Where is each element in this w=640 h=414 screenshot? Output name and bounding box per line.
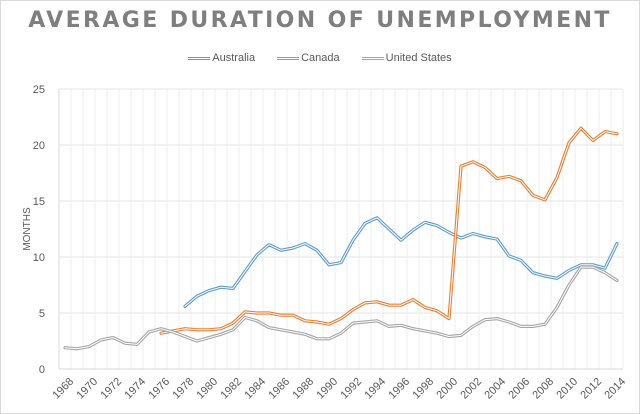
x-tick-label: 2012 [578, 376, 604, 402]
x-tick-label: 1968 [50, 376, 76, 402]
y-tick-label: 5 [39, 308, 45, 320]
x-tick-label: 1986 [266, 376, 292, 402]
series-australia [183, 216, 619, 308]
x-tick-label: 1980 [194, 376, 220, 402]
x-tick-label: 1976 [146, 376, 172, 402]
y-tick-label: 15 [33, 196, 45, 208]
series-line-inner-australia [184, 217, 618, 307]
x-tick-label: 1972 [98, 376, 124, 402]
x-tick-label: 2000 [434, 376, 460, 402]
legend-item-canada[interactable]: Canada [277, 52, 340, 64]
legend-label-australia: Australia [212, 52, 256, 64]
x-tick-label: 1996 [386, 376, 412, 402]
x-tick-label: 1998 [410, 376, 436, 402]
series-lines [63, 126, 619, 351]
x-tick-label: 1974 [122, 376, 148, 402]
x-tick-label: 1990 [314, 376, 340, 402]
x-tick-label: 2014 [602, 376, 628, 402]
x-tick-label: 1982 [218, 376, 244, 402]
series-line-united-states [63, 265, 619, 351]
x-tick-label: 2010 [554, 376, 580, 402]
y-tick-label: 10 [33, 252, 45, 264]
x-tick-label: 2002 [458, 376, 484, 402]
x-tick-label: 1978 [170, 376, 196, 402]
y-tick-label: 0 [39, 364, 45, 376]
tick-labels: 0 5 10 15 20 25 MONTHS 196819701972197419761978… [22, 84, 628, 402]
x-tick-label: 1970 [74, 376, 100, 402]
y-tick-label: 20 [33, 140, 45, 152]
x-tick-label: 2006 [506, 376, 532, 402]
series-united-states [63, 265, 619, 351]
series-line-inner-united-states [64, 266, 618, 350]
axes [58, 89, 623, 370]
x-tick-label: 1994 [362, 376, 388, 402]
legend-item-united-states[interactable]: United States [361, 52, 452, 64]
y-tick-label: 25 [33, 84, 45, 96]
legend-swatch-united-states [361, 56, 384, 60]
x-tick-label: 1984 [242, 376, 268, 402]
legend-swatch-canada [277, 56, 300, 60]
legend-item-australia[interactable]: Australia [188, 52, 255, 64]
x-tick-label: 1988 [290, 376, 316, 402]
legend-label-canada: Canada [301, 52, 340, 64]
series-canada [159, 126, 619, 335]
legend-label-united-states: United States [385, 52, 452, 64]
x-tick-label: 2004 [482, 376, 508, 402]
y-axis-title: MONTHS [22, 207, 33, 251]
x-tick-label: 1992 [338, 376, 364, 402]
series-line-australia [183, 216, 619, 308]
chart-title: AVERAGE DURATION OF UNEMPLOYMENT [28, 8, 612, 33]
legend-swatch-australia [188, 56, 211, 60]
legend: Australia Canada United States [0, 52, 640, 64]
x-tick-label: 2008 [530, 376, 556, 402]
